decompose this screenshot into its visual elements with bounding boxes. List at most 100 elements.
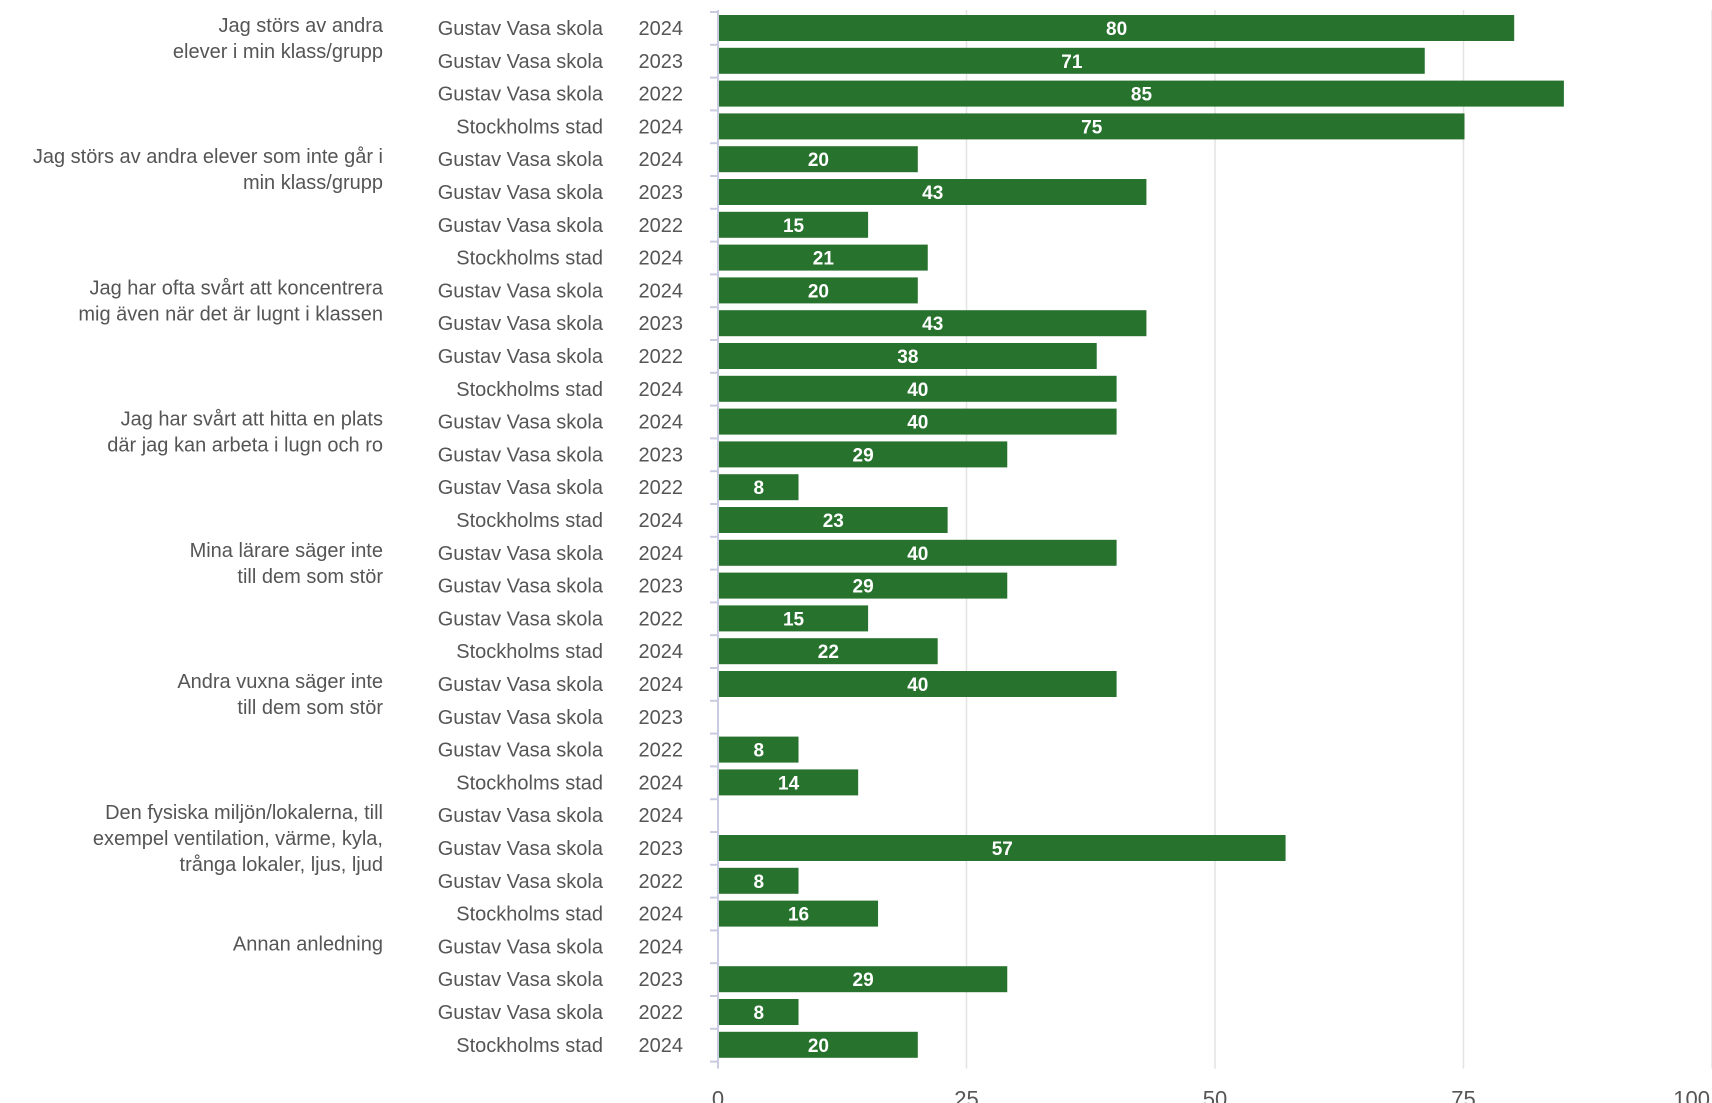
category-label: Andra vuxna säger inte <box>177 671 383 693</box>
category-label: exempel ventilation, värme, kyla, <box>93 828 383 850</box>
row-name-label: Gustav Vasa skola <box>438 477 604 499</box>
row-name-label: Gustav Vasa skola <box>438 313 604 335</box>
row-name-label: Stockholms stad <box>456 1035 603 1057</box>
row-name-label: Gustav Vasa skola <box>438 871 604 893</box>
row-name-label: Stockholms stad <box>456 510 603 532</box>
bar-value-label: 71 <box>1061 52 1083 73</box>
bar-value-label: 29 <box>853 577 874 598</box>
bar <box>719 375 1117 402</box>
row-year-label: 2024 <box>639 805 684 827</box>
category-label: Mina lärare säger inte <box>190 540 383 562</box>
row-year-label: 2024 <box>639 116 684 138</box>
row-name-label: Gustav Vasa skola <box>438 576 604 598</box>
bar <box>719 507 948 533</box>
bar <box>719 277 918 304</box>
row-year-label: 2024 <box>639 641 684 663</box>
bar <box>719 769 859 796</box>
row-year-label: 2022 <box>639 871 684 893</box>
bar <box>719 736 799 763</box>
bar-value-label: 8 <box>753 478 764 499</box>
row-name-label: Gustav Vasa skola <box>438 51 604 73</box>
bar-value-label: 40 <box>907 380 928 401</box>
bar-value-label: 40 <box>907 544 928 565</box>
bar-value-label: 15 <box>783 216 805 237</box>
bar-value-label: 43 <box>922 314 943 335</box>
bar-value-label: 21 <box>813 249 835 270</box>
bar-value-label: 20 <box>808 1036 829 1057</box>
bar <box>719 15 1515 41</box>
row-year-label: 2022 <box>639 1002 684 1024</box>
row-year-label: 2022 <box>639 346 684 368</box>
row-year-label: 2023 <box>639 838 684 860</box>
row-name-label: Gustav Vasa skola <box>438 280 604 302</box>
bar <box>719 244 928 271</box>
row-name-label: Gustav Vasa skola <box>438 674 604 696</box>
row-year-label: 2022 <box>639 215 684 237</box>
category-label: Jag har ofta svårt att koncentrera <box>90 277 384 299</box>
row-year-label: 2024 <box>639 772 684 794</box>
category-label: Jag störs av andra elever som inte går i <box>33 146 383 168</box>
row-year-label: 2024 <box>639 674 684 696</box>
bar-value-label: 75 <box>1081 117 1103 138</box>
bar-value-label: 40 <box>907 413 928 434</box>
x-tick-label: 25 <box>954 1087 978 1103</box>
bar <box>719 211 869 238</box>
row-year-label: 2024 <box>639 1035 684 1057</box>
bar <box>719 835 1286 861</box>
bar-value-label: 43 <box>922 183 943 204</box>
row-year-label: 2024 <box>639 248 684 270</box>
bar <box>719 539 1117 566</box>
bar-value-label: 20 <box>808 281 829 302</box>
x-tick-label: 50 <box>1203 1087 1227 1103</box>
row-name-label: Stockholms stad <box>456 904 603 926</box>
bar <box>719 474 799 501</box>
bar <box>719 310 1147 337</box>
row-year-label: 2024 <box>639 412 684 434</box>
category-label: till dem som stör <box>237 566 383 588</box>
row-year-label: 2022 <box>639 740 684 762</box>
bar <box>719 408 1117 435</box>
bar <box>719 605 869 632</box>
bar <box>719 867 799 894</box>
x-tick-label: 0 <box>712 1087 724 1103</box>
gridlines <box>965 10 1712 1069</box>
row-year-label: 2024 <box>639 543 684 565</box>
row-name-label: Gustav Vasa skola <box>438 707 604 729</box>
row-name-label: Gustav Vasa skola <box>438 936 604 958</box>
bar <box>719 146 918 173</box>
row-name-label: Stockholms stad <box>456 116 603 138</box>
row-name-label: Gustav Vasa skola <box>438 182 604 204</box>
row-name-label: Stockholms stad <box>456 248 603 270</box>
row-name-label: Stockholms stad <box>456 641 603 663</box>
bar <box>719 638 938 665</box>
row-name-label: Stockholms stad <box>456 379 603 401</box>
bar-value-label: 40 <box>907 675 928 696</box>
row-year-label: 2024 <box>639 18 684 40</box>
row-name-label: Gustav Vasa skola <box>438 543 604 565</box>
category-label: Jag har svårt att hitta en plats <box>121 409 383 431</box>
row-year-label: 2024 <box>639 510 684 532</box>
bar-value-label: 29 <box>853 970 874 991</box>
row-year-label: 2023 <box>639 444 684 466</box>
bar-value-label: 8 <box>753 872 764 893</box>
bar <box>719 80 1564 107</box>
bar-value-label: 57 <box>992 839 1013 860</box>
row-name-label: Gustav Vasa skola <box>438 346 604 368</box>
x-tick-label: 75 <box>1451 1087 1475 1103</box>
row-year-label: 2024 <box>639 379 684 401</box>
row-name-label: Gustav Vasa skola <box>438 838 604 860</box>
bar <box>719 671 1117 697</box>
row-year-label: 2024 <box>639 936 684 958</box>
row-year-label: 2023 <box>639 182 684 204</box>
bar-value-label: 38 <box>897 347 918 368</box>
category-label: Jag störs av andra <box>218 15 383 37</box>
row-year-label: 2022 <box>639 84 684 106</box>
row-name-label: Gustav Vasa skola <box>438 1002 604 1024</box>
category-label: trånga lokaler, ljus, ljud <box>180 854 383 876</box>
bar <box>719 179 1147 205</box>
bar-value-label: 23 <box>823 511 844 532</box>
bar-value-label: 29 <box>853 445 874 466</box>
category-label: mig även när det är lugnt i klassen <box>78 303 383 325</box>
category-label: där jag kan arbeta i lugn och ro <box>107 435 383 457</box>
